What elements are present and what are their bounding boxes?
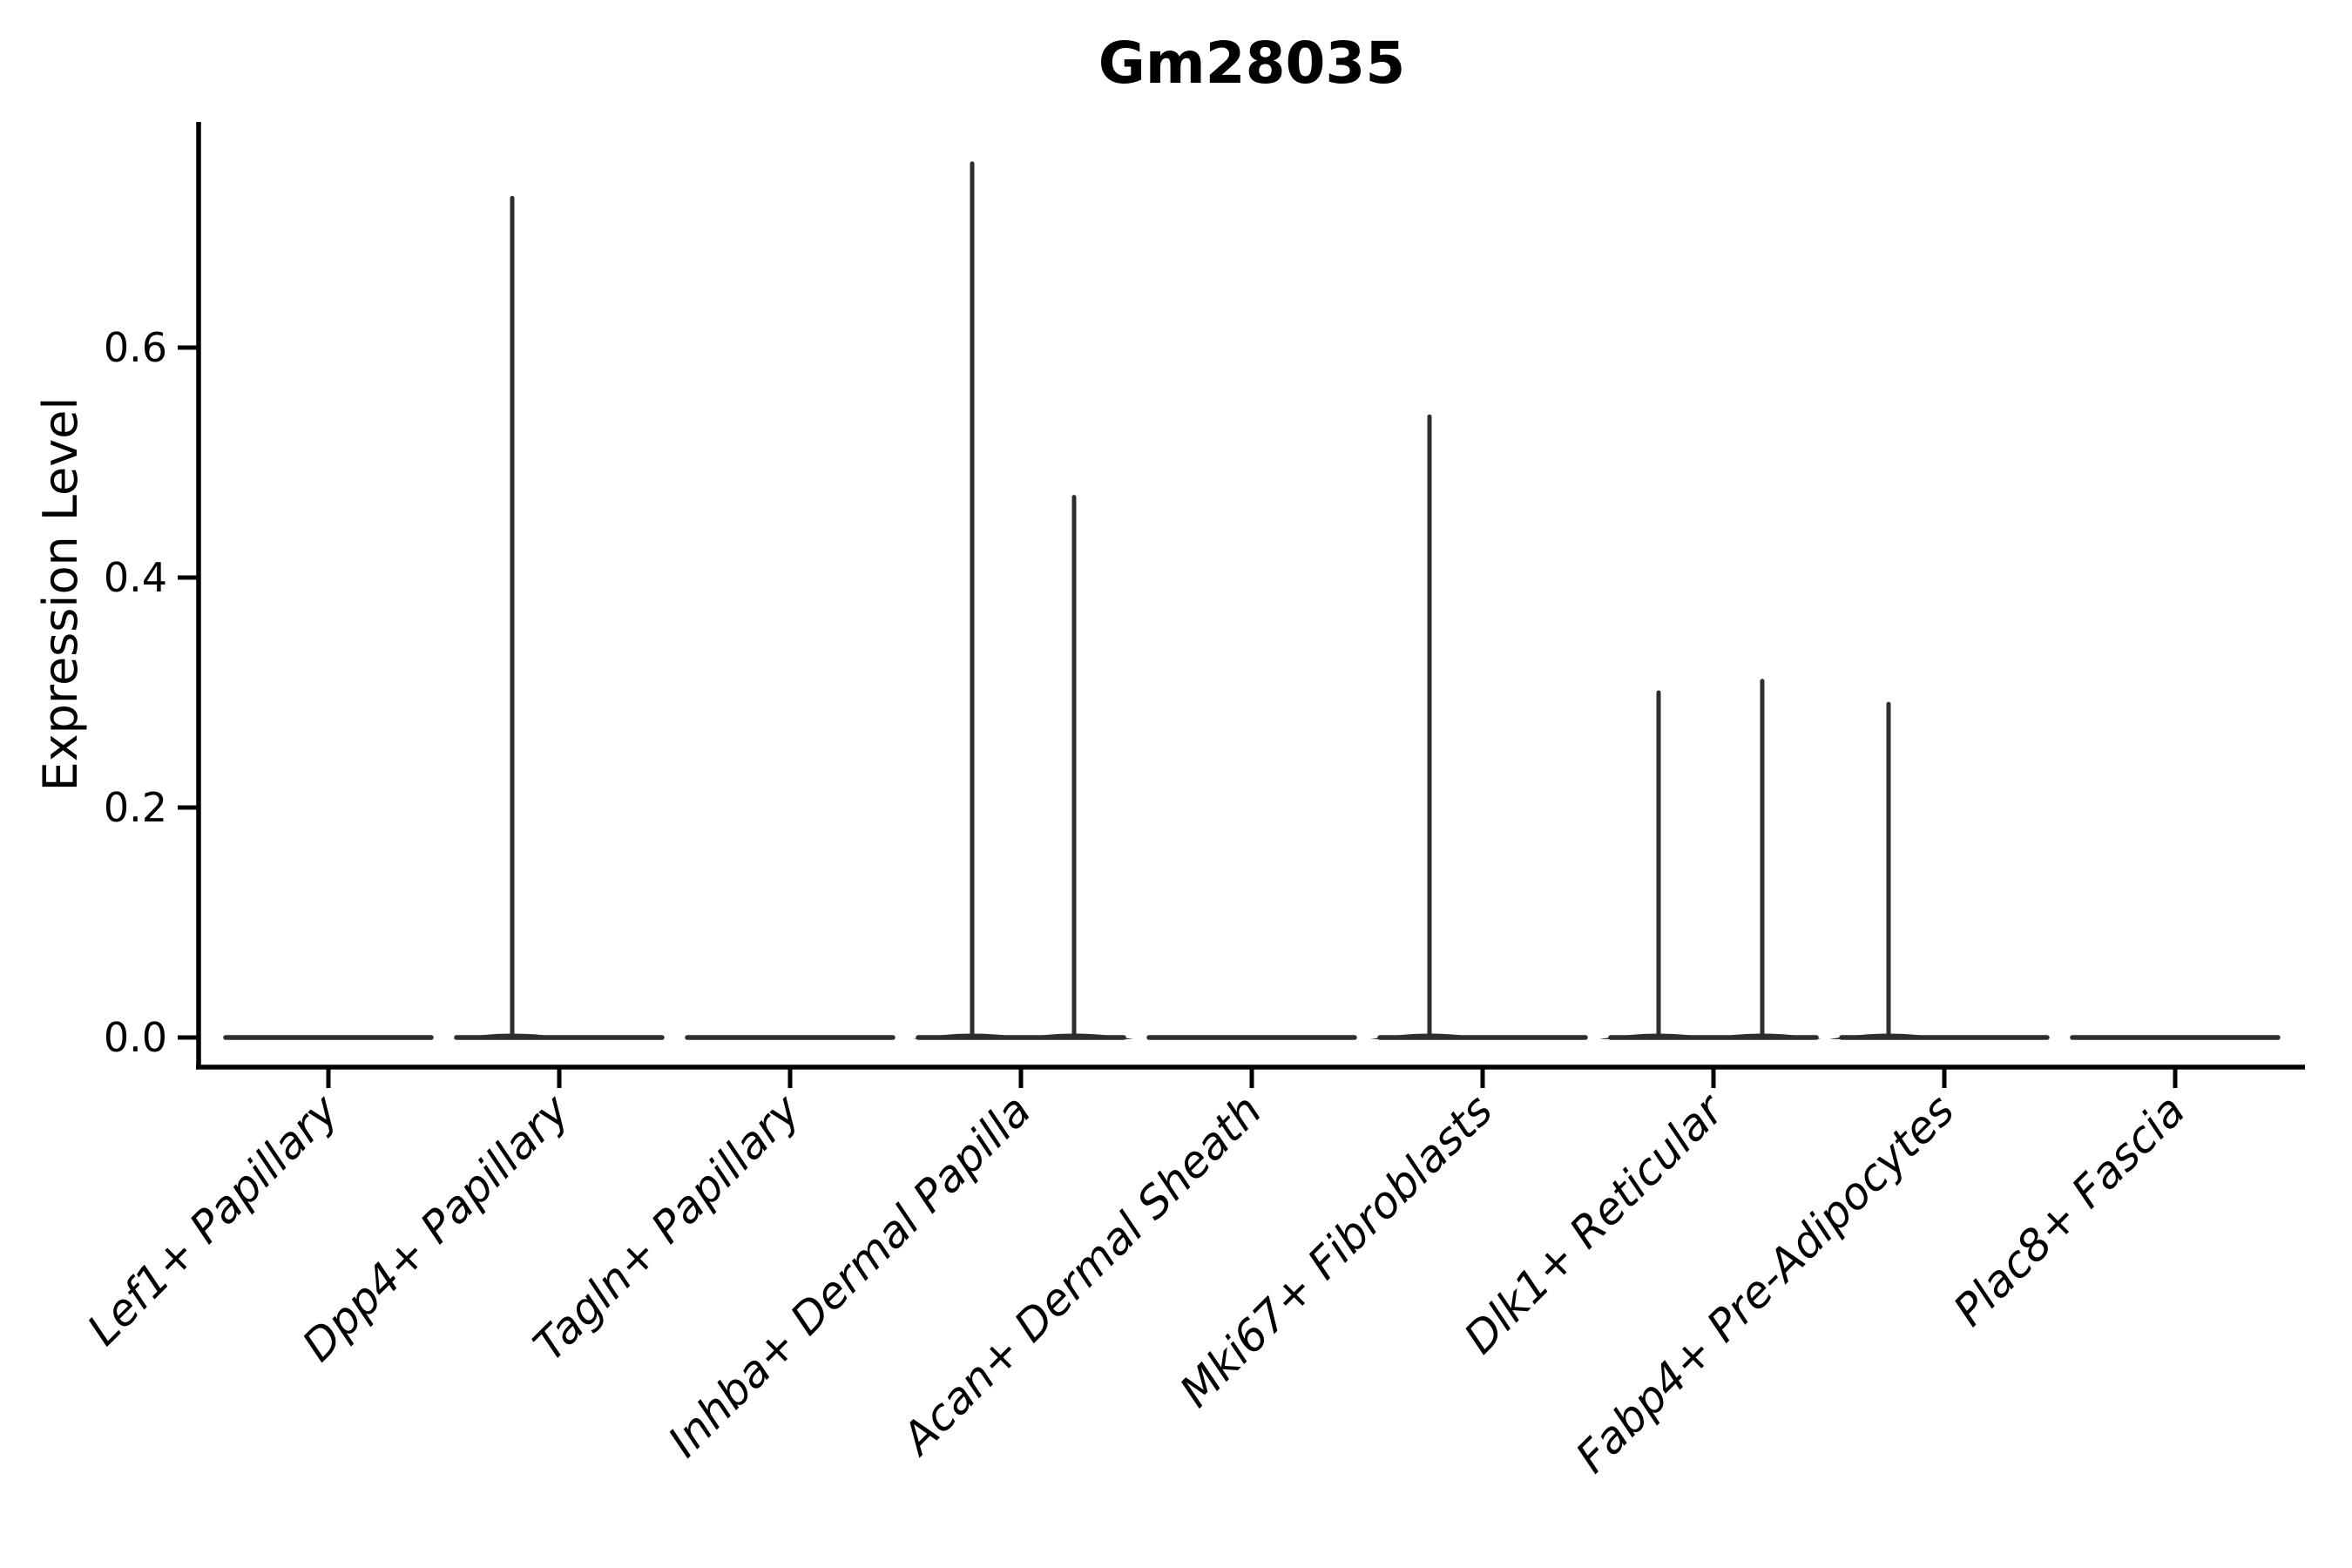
x-tick-label: Fabp4+ Pre-Adipocytes (1566, 1085, 1964, 1483)
y-tick-label: 0.0 (104, 1014, 167, 1061)
y-tick-label: 0.6 (104, 324, 167, 371)
violin (913, 161, 1133, 1040)
violin (1599, 679, 1821, 1040)
chart-title: Gm28035 (1098, 30, 1406, 97)
violins (223, 161, 2281, 1040)
y-axis-ticks: 0.0 0.2 0.4 0.6 (104, 324, 199, 1061)
y-axis-label: Expression Level (33, 397, 88, 792)
y-tick-label: 0.4 (104, 554, 167, 601)
violin (1829, 701, 2050, 1040)
x-axis-ticks (326, 1067, 2178, 1088)
y-tick-label: 0.2 (104, 784, 167, 831)
x-tick-label: Lef1+ Papillary (78, 1084, 348, 1355)
violin (453, 195, 665, 1040)
x-tick-label: Plac8+ Fascia (1944, 1085, 2195, 1335)
violin (1370, 414, 1588, 1040)
